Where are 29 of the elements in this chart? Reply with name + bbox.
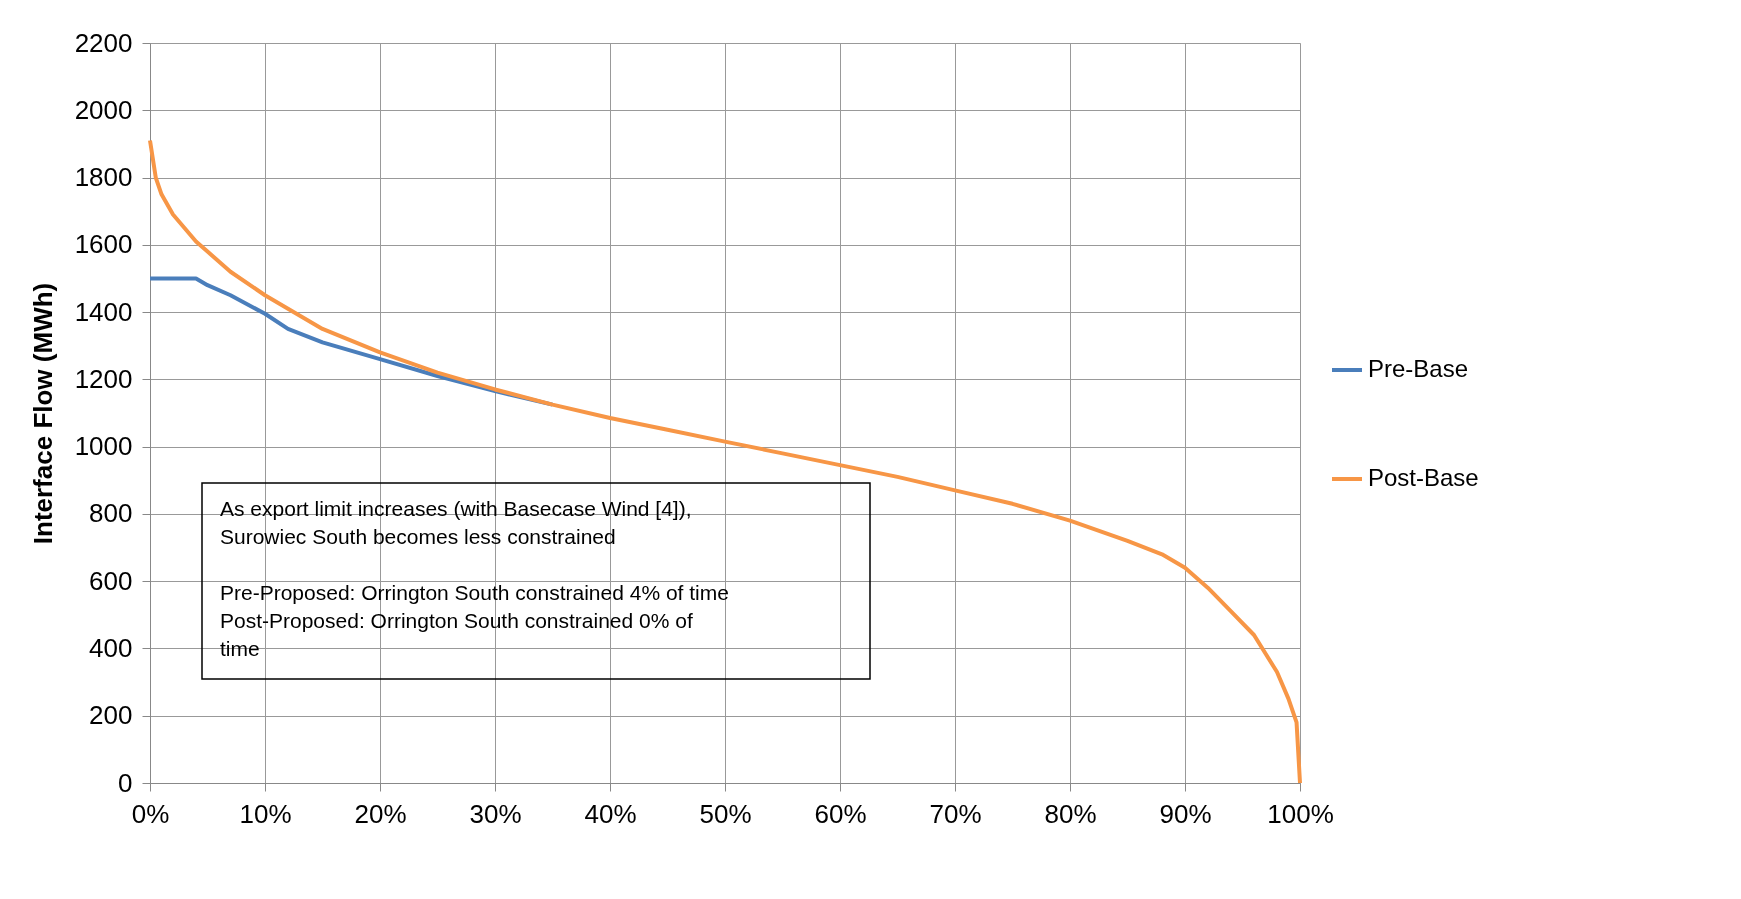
x-tick-label: 70% bbox=[929, 798, 982, 829]
x-tick-label: 40% bbox=[584, 798, 637, 829]
legend-label: Post-Base bbox=[1368, 464, 1479, 491]
y-tick-label: 1400 bbox=[74, 296, 133, 327]
x-tick-label: 60% bbox=[814, 798, 867, 829]
x-tick-label: 100% bbox=[1267, 798, 1334, 829]
annotation: Pre-Proposed: Orrington South constrained 4% of time bbox=[220, 581, 729, 604]
y-tick-label: 1200 bbox=[74, 363, 133, 394]
y-tick-label: 600 bbox=[89, 565, 133, 596]
y-tick-label: 2000 bbox=[74, 94, 133, 125]
x-tick-label: 90% bbox=[1159, 798, 1212, 829]
annotation: Post-Proposed: Orrington South constrained 0% of time bbox=[220, 609, 693, 660]
y-tick-label: 800 bbox=[89, 498, 133, 529]
y-tick-label: 0 bbox=[118, 767, 133, 798]
legend-label: Pre-Base bbox=[1368, 355, 1469, 382]
y-tick-label: 2200 bbox=[74, 27, 133, 58]
y-axis-title: Interface Flow (MWh) bbox=[27, 282, 58, 545]
x-tick-label: 30% bbox=[469, 798, 522, 829]
y-tick-label: 1000 bbox=[74, 431, 133, 462]
x-tick-label: 20% bbox=[354, 798, 407, 829]
y-tick-label: 1600 bbox=[74, 229, 133, 260]
x-tick-label: 10% bbox=[239, 798, 292, 829]
x-tick-label: 80% bbox=[1044, 798, 1097, 829]
y-tick-label: 200 bbox=[89, 700, 133, 731]
x-tick-label: 50% bbox=[699, 798, 752, 829]
annotation: As export limit increases (with Basecase Wind [4]), Surowiec South becomes less constrained bbox=[220, 497, 692, 548]
y-tick-label: 1800 bbox=[74, 162, 133, 193]
x-tick-label: 0% bbox=[131, 798, 170, 829]
y-tick-label: 400 bbox=[89, 632, 133, 663]
